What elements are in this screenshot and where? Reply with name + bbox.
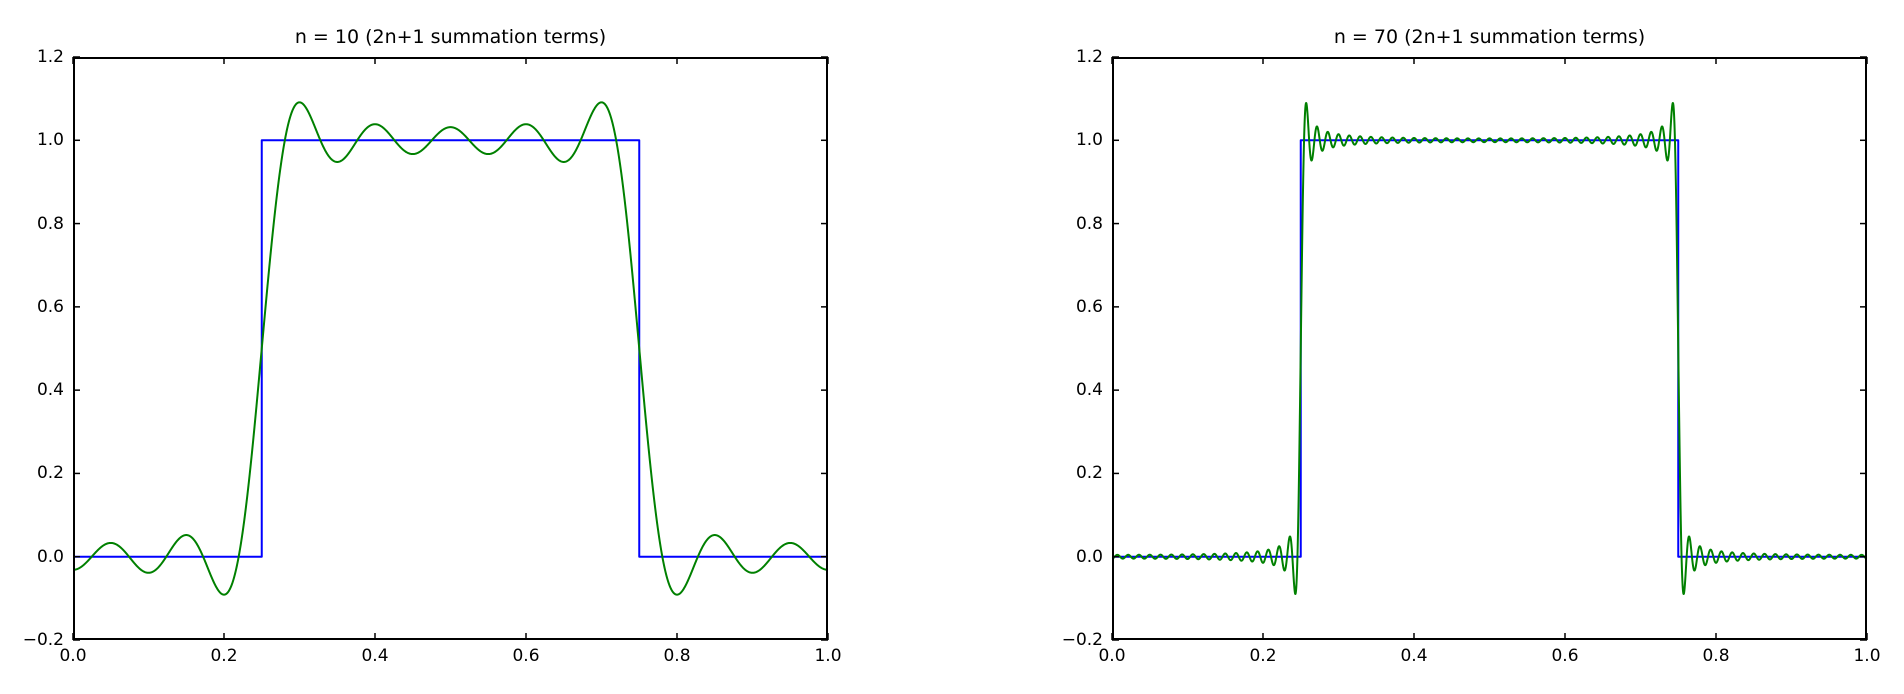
y-tick-label: 0.4 [36, 380, 64, 401]
panel-n10-title: n = 10 (2n+1 summation terms) [294, 26, 607, 48]
y-tick-label: 1.0 [1075, 130, 1103, 151]
y-tick-label: 0.8 [36, 213, 64, 234]
panel-n10: n = 10 (2n+1 summation terms) 0.0 0.2 0.4 0… [23, 26, 842, 666]
y-tick-label: 0.2 [1075, 463, 1103, 484]
x-tick-label: 1.0 [814, 646, 842, 666]
plot-area-n70 [1111, 56, 1868, 641]
square-wave-line [1112, 139, 1867, 558]
y-tick-label: 1.0 [36, 130, 64, 151]
x-tick-label: 0.4 [361, 646, 389, 666]
x-tick-label: 0.2 [210, 646, 238, 666]
y-tick-label: 0.8 [1075, 213, 1103, 234]
y-tick-label: 0.6 [1075, 296, 1103, 317]
x-tick-label: 0.0 [59, 646, 87, 666]
y-tick-label: 0.0 [36, 546, 64, 567]
axes-frame [1112, 57, 1867, 640]
y-tick-label: −0.2 [1061, 630, 1103, 650]
square-wave-line [73, 139, 828, 558]
fourier-partial-sum-line [1111, 102, 1868, 595]
panel-n70-title: n = 70 (2n+1 summation terms) [1333, 26, 1646, 48]
plot-area-n10 [72, 56, 829, 641]
y-tick-label: 1.2 [1075, 47, 1103, 67]
x-tick-label: 0.8 [1702, 646, 1730, 666]
x-tick-label: 0.8 [663, 646, 691, 666]
x-tick-label: 0.6 [1551, 646, 1579, 666]
x-tick-label: 0.4 [1400, 646, 1428, 666]
y-tick-label: 1.2 [36, 47, 64, 67]
y-tick-label: 0.0 [1075, 546, 1103, 567]
axes-frame [73, 57, 828, 640]
y-tick-label: 0.6 [36, 296, 64, 317]
y-tick-label: 0.2 [36, 463, 64, 484]
y-tick-label: −0.2 [22, 630, 64, 650]
x-tick-label: 0.6 [512, 646, 540, 666]
fourier-partial-sum-line [72, 101, 829, 596]
x-tick-label: 0.2 [1249, 646, 1277, 666]
x-tick-label: 0.0 [1098, 646, 1126, 666]
x-tick-label: 1.0 [1853, 646, 1881, 666]
y-tick-label: 0.4 [1075, 380, 1103, 401]
panel-n70: n = 70 (2n+1 summation terms) 0.0 0.2 0.4 0… [1062, 26, 1881, 666]
